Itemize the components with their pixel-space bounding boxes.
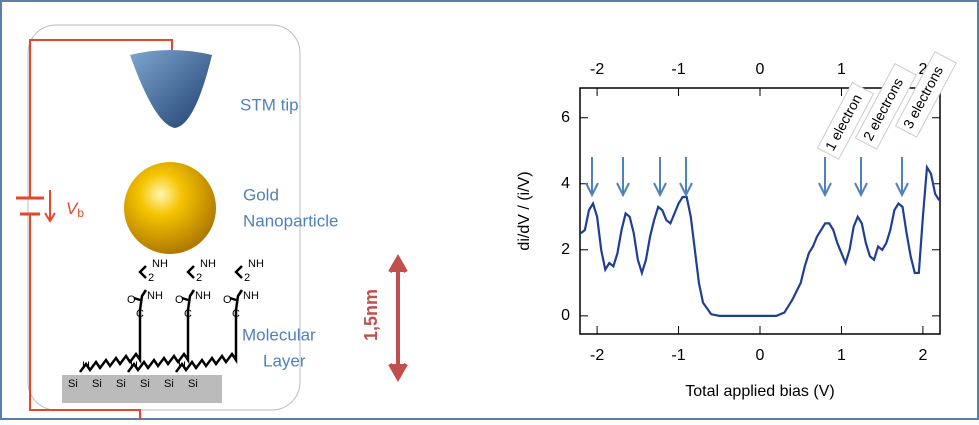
mol-label: H (82, 360, 90, 372)
particle-label: Nanoparticle (243, 211, 338, 230)
stm-tip (130, 50, 212, 128)
arrow (585, 157, 599, 198)
mol-label: O (223, 294, 232, 306)
x-tick-label: -2 (590, 347, 604, 364)
length-arrow (388, 253, 408, 383)
mol-label: 2 (148, 272, 154, 284)
mol-label: NH (152, 258, 168, 270)
x-tick-label: 2 (918, 347, 927, 364)
x-tick-label: -2 (590, 61, 604, 78)
mol-label: C (136, 308, 144, 320)
mol-label: Si (92, 378, 102, 390)
x-tick-label: 0 (756, 347, 765, 364)
mol-label: NH (248, 258, 264, 270)
voltage-sub: b (77, 206, 84, 220)
gold-particle (124, 162, 216, 254)
chain (79, 265, 148, 373)
arrow (818, 157, 832, 198)
chart: -2 -2 -1 -1 0 0 1 1 2 2 0 2 4 6 Total applied bias (V)… (516, 51, 957, 400)
voltage: V (66, 199, 79, 218)
length-label: 1,5nm (361, 289, 381, 341)
mol-label: C (184, 308, 192, 320)
mol-label: H (130, 360, 138, 372)
y-label: di/dV / (i/V) (516, 171, 533, 250)
x-tick-label: -1 (671, 61, 685, 78)
x-tick-label: 2 (918, 61, 927, 78)
mol-label: Si (68, 378, 78, 390)
x-tick-label: 0 (756, 61, 765, 78)
arrow (616, 157, 630, 198)
mol-label: H (178, 360, 186, 372)
mol-label: NH (200, 258, 216, 270)
x-label: Total applied bias (V) (685, 383, 834, 400)
x-tick-label: -1 (671, 347, 685, 364)
arrow (653, 157, 667, 198)
y-tick-label: 2 (561, 241, 570, 258)
mol-label: NH (243, 290, 259, 302)
circuit-wire (29, 39, 173, 420)
y-tick-label: 6 (561, 109, 570, 126)
x-tick-label: 1 (837, 347, 846, 364)
particle-label: Gold (243, 185, 279, 204)
mol-label: Si (140, 378, 150, 390)
arrow (854, 157, 868, 198)
mol-label: Si (116, 378, 126, 390)
annotation-box (816, 81, 875, 160)
y-tick-label: 4 (561, 175, 570, 192)
layer-label: Layer (263, 351, 306, 370)
mol-label: Si (188, 378, 198, 390)
substrate (62, 375, 222, 403)
arrow (895, 157, 909, 198)
arrow (679, 157, 693, 198)
mol-label: NH (147, 290, 163, 302)
tip-label: STM tip (240, 95, 299, 114)
mol-label: 2 (244, 272, 250, 284)
mol-label: C (232, 308, 240, 320)
voltage-label: Vb (66, 199, 84, 220)
mol-label: O (127, 294, 136, 306)
annotation-box (894, 51, 957, 138)
annotation-box (854, 63, 917, 150)
layer-label: Molecular (242, 325, 316, 344)
chain (175, 265, 244, 373)
chain (127, 265, 196, 373)
mol-label: 2 (196, 272, 202, 284)
mol-label: Si (164, 378, 174, 390)
mol-label: NH (195, 290, 211, 302)
mol-label: O (175, 294, 184, 306)
series-line (580, 163, 941, 317)
schematic-box (27, 24, 301, 411)
y-tick-label: 0 (561, 307, 570, 324)
voltage-arrow (44, 190, 56, 223)
x-tick-label: 1 (837, 61, 846, 78)
